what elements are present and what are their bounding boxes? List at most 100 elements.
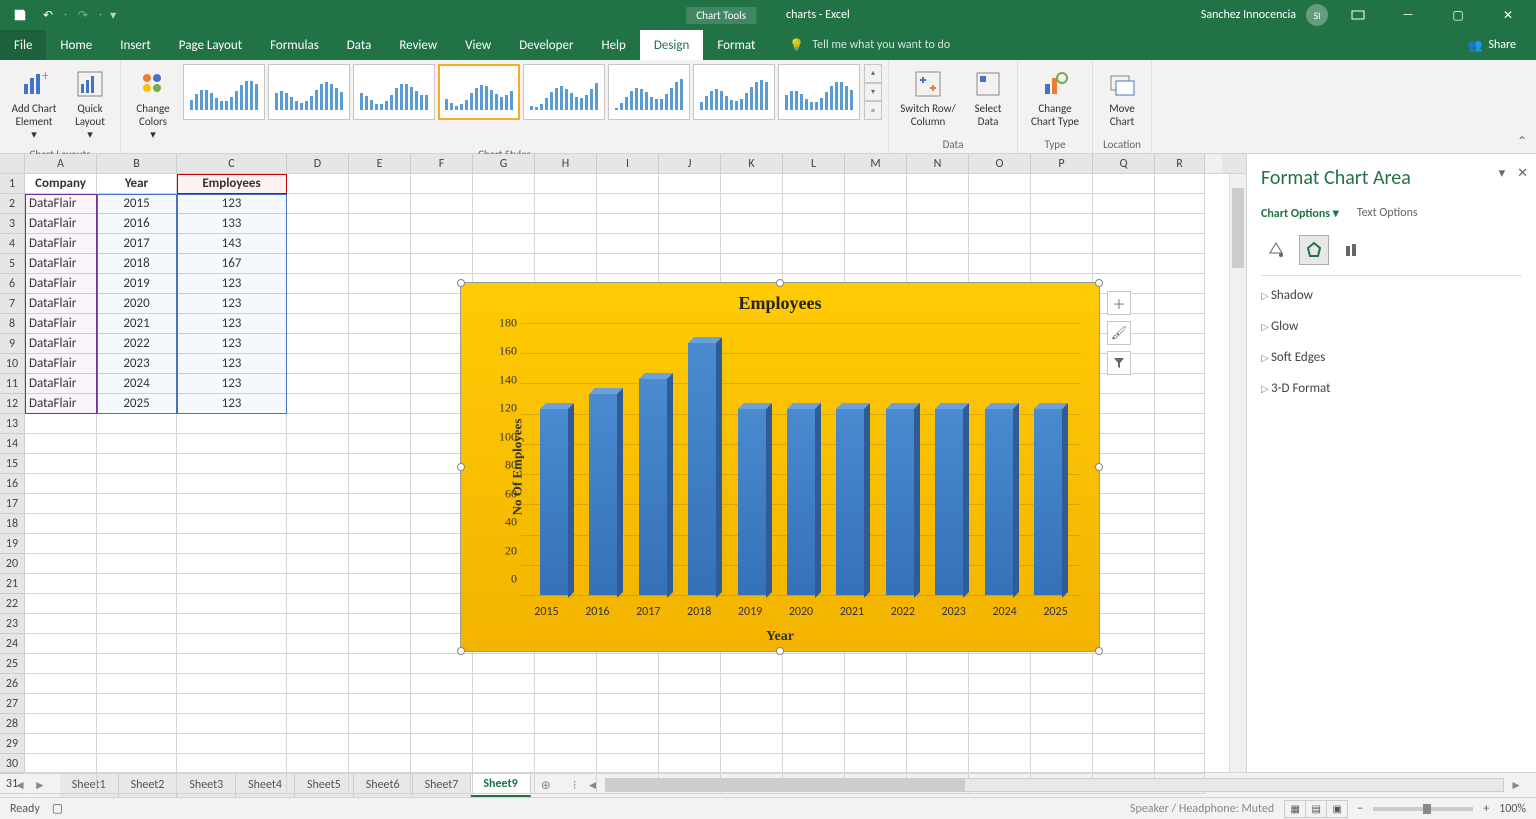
cell[interactable] [411,714,473,734]
cell[interactable] [177,574,287,594]
cell[interactable] [907,674,969,694]
menu-insert[interactable]: Insert [106,30,165,60]
select-all-corner[interactable] [0,154,25,173]
cell[interactable] [25,734,97,754]
cell[interactable] [287,754,349,774]
row-header[interactable]: 10 [0,354,24,374]
chart-bar[interactable] [935,409,963,595]
cell[interactable] [177,634,287,654]
cell[interactable] [721,714,783,734]
cell[interactable]: 143 [177,234,287,254]
cell[interactable]: 2025 [97,394,177,414]
pane-options-icon[interactable]: ▾ [1499,166,1506,181]
cell[interactable] [969,234,1031,254]
cell[interactable] [287,394,349,414]
cell[interactable] [1093,554,1155,574]
change-chart-type-button[interactable]: Change Chart Type [1024,64,1086,132]
cell[interactable]: 2018 [97,254,177,274]
cell[interactable] [473,774,535,794]
view-normal-icon[interactable]: ▦ [1284,800,1306,818]
cell[interactable] [597,254,659,274]
cell[interactable] [1155,574,1205,594]
col-header[interactable]: K [721,154,783,173]
cell[interactable] [349,414,411,434]
cell[interactable] [907,254,969,274]
cell[interactable] [411,254,473,274]
chart-style-thumb[interactable] [608,64,690,120]
row-header[interactable]: 29 [0,734,24,754]
cell[interactable] [659,234,721,254]
cell[interactable] [845,714,907,734]
cell[interactable] [177,554,287,574]
cell[interactable] [97,774,177,794]
pane-section[interactable]: Glow [1261,311,1522,342]
cell[interactable] [1093,494,1155,514]
cell[interactable] [287,674,349,694]
cell[interactable]: Employees [177,174,287,194]
cell[interactable]: DataFlair [25,274,97,294]
cell[interactable] [721,194,783,214]
cell[interactable] [1155,514,1205,534]
cell[interactable] [597,214,659,234]
cell[interactable] [597,674,659,694]
cell[interactable] [97,694,177,714]
cell[interactable] [845,674,907,694]
cell[interactable] [287,414,349,434]
cell[interactable] [1031,694,1093,714]
cell[interactable] [1155,334,1205,354]
row-header[interactable]: 30 [0,754,24,774]
cell[interactable] [177,534,287,554]
cell[interactable] [969,754,1031,774]
chart-bar[interactable] [639,379,667,595]
row-header[interactable]: 18 [0,514,24,534]
cell[interactable] [1093,534,1155,554]
row-header[interactable]: 31 [0,774,24,794]
chart-handle[interactable] [457,279,465,287]
cell[interactable] [411,674,473,694]
cell[interactable] [1031,174,1093,194]
cell[interactable] [349,514,411,534]
cell[interactable] [177,594,287,614]
cell[interactable] [721,234,783,254]
cell[interactable] [25,514,97,534]
col-header[interactable]: H [535,154,597,173]
cell[interactable] [1093,254,1155,274]
collapse-ribbon-icon[interactable]: ⌃ [1508,60,1536,153]
cell[interactable] [597,714,659,734]
cell[interactable] [1093,414,1155,434]
chart-bar[interactable] [1034,409,1062,595]
cell[interactable] [1031,674,1093,694]
row-header[interactable]: 21 [0,574,24,594]
cell[interactable] [411,174,473,194]
cell[interactable] [287,174,349,194]
cell[interactable]: 2015 [97,194,177,214]
cell[interactable] [783,194,845,214]
cell[interactable] [969,694,1031,714]
cell[interactable] [721,734,783,754]
pane-section[interactable]: Shadow [1261,280,1522,311]
cell[interactable] [845,214,907,234]
cell[interactable] [25,634,97,654]
cell[interactable] [473,194,535,214]
row-header[interactable]: 3 [0,214,24,234]
chart-elements-button[interactable]: ＋ [1107,291,1131,315]
cell[interactable] [1093,694,1155,714]
cell[interactable] [349,654,411,674]
cell[interactable] [287,314,349,334]
cell[interactable] [287,554,349,574]
cell[interactable] [411,214,473,234]
cell[interactable] [597,234,659,254]
cell[interactable] [1093,594,1155,614]
select-data-button[interactable]: Select Data [965,64,1011,132]
col-header[interactable]: N [907,154,969,173]
close-icon[interactable]: ✕ [1488,0,1528,30]
cell[interactable] [535,694,597,714]
undo-icon[interactable]: ↶ [36,3,60,27]
cell[interactable] [97,454,177,474]
cell[interactable] [845,174,907,194]
chart-bar[interactable] [589,394,617,595]
col-header[interactable]: J [659,154,721,173]
menu-help[interactable]: Help [587,30,639,60]
cell[interactable] [1093,714,1155,734]
cell[interactable] [721,214,783,234]
